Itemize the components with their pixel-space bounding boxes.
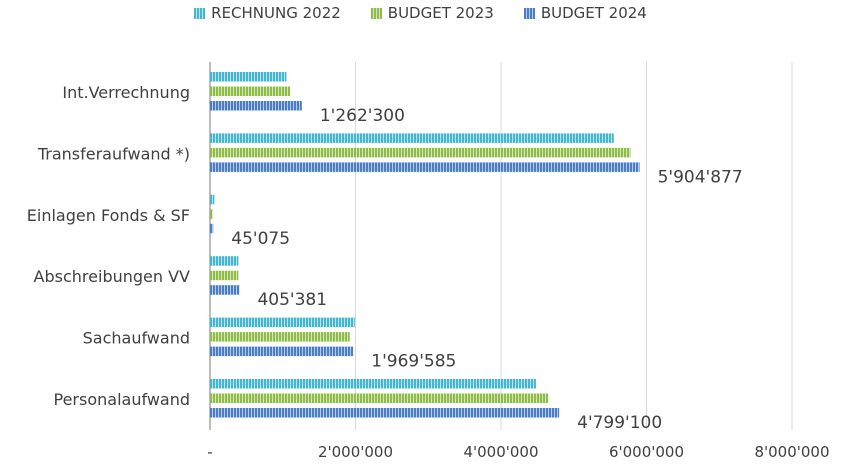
x-tick-label: 2'000'000 bbox=[318, 443, 393, 461]
bar bbox=[210, 270, 239, 281]
legend-swatch-icon bbox=[370, 7, 382, 19]
bar bbox=[210, 285, 240, 295]
data-label: 1'262'300 bbox=[320, 106, 405, 126]
category-label: Einlagen Fonds & SF bbox=[27, 206, 190, 225]
data-label: 405'381 bbox=[257, 290, 327, 310]
x-tick-label: 4'000'000 bbox=[463, 443, 538, 461]
bar bbox=[210, 223, 214, 234]
bar bbox=[210, 162, 640, 172]
category-label: Transferaufwand *) bbox=[37, 144, 190, 163]
category-label: Personalaufwand bbox=[54, 390, 191, 409]
legend-swatch-icon bbox=[194, 7, 206, 19]
legend-label: RECHNUNG 2022 bbox=[211, 4, 341, 22]
data-label: 45'075 bbox=[231, 229, 290, 249]
bar bbox=[210, 147, 631, 158]
bar bbox=[210, 346, 354, 357]
bar bbox=[210, 408, 560, 418]
category-label: Int.Verrechnung bbox=[62, 83, 190, 102]
bar bbox=[210, 379, 536, 389]
bar bbox=[210, 317, 355, 328]
x-tick-label: - bbox=[207, 443, 212, 461]
bar bbox=[210, 209, 213, 219]
bar bbox=[210, 101, 302, 111]
bars bbox=[210, 72, 640, 418]
bar bbox=[210, 86, 291, 96]
data-label: 4'799'100 bbox=[577, 413, 662, 433]
bar bbox=[210, 256, 239, 266]
x-tick-label: 8'000'000 bbox=[754, 443, 829, 461]
category-labels: Int.Verrechnung Transferaufwand *) Einlage… bbox=[27, 83, 190, 409]
bar bbox=[210, 72, 287, 82]
bar bbox=[210, 332, 350, 342]
legend: RECHNUNG 2022 BUDGET 2023 BUDGET 2024 bbox=[0, 4, 841, 22]
gridlines bbox=[209, 62, 793, 430]
data-label: 1'969'585 bbox=[371, 352, 456, 372]
legend-label: BUDGET 2023 bbox=[387, 4, 494, 22]
legend-item-budget-2024[interactable]: BUDGET 2024 bbox=[523, 4, 647, 22]
category-label: Sachaufwand bbox=[83, 329, 190, 348]
data-label: 5'904'877 bbox=[658, 167, 743, 187]
bar bbox=[210, 194, 215, 205]
x-tick-label: 6'000'000 bbox=[609, 443, 684, 461]
bar bbox=[210, 393, 549, 403]
legend-item-budget-2023[interactable]: BUDGET 2023 bbox=[370, 4, 494, 22]
legend-item-rechnung-2022[interactable]: RECHNUNG 2022 bbox=[194, 4, 341, 22]
x-tick-labels: - 2'000'000 4'000'000 6'000'000 8'000'000 bbox=[207, 443, 829, 461]
legend-label: BUDGET 2024 bbox=[540, 4, 647, 22]
legend-swatch-icon bbox=[523, 7, 535, 19]
data-labels: 1'262'300 5'904'877 45'075 405'381 1'969'585… bbox=[231, 106, 742, 433]
category-label: Abschreibungen VV bbox=[34, 267, 191, 286]
bar bbox=[210, 133, 614, 143]
